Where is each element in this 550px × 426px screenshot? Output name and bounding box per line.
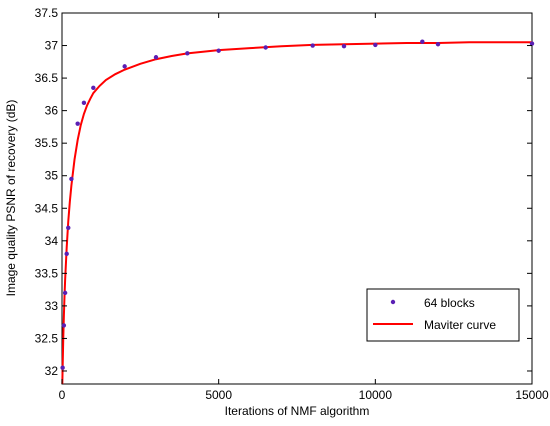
- data-point-64-blocks: [420, 39, 425, 44]
- data-point-64-blocks: [216, 48, 221, 53]
- data-point-64-blocks: [81, 100, 87, 106]
- y-tick-label: 37.5: [35, 6, 59, 20]
- x-tick-label: 15000: [515, 388, 549, 402]
- data-point-64-blocks: [69, 176, 74, 182]
- y-tick-label: 36.5: [35, 71, 59, 85]
- data-point-64-blocks: [75, 121, 80, 126]
- y-tick-label: 36: [45, 104, 59, 118]
- data-point-64-blocks: [263, 45, 268, 50]
- x-axis: 0 5000 10000 15000: [59, 13, 549, 402]
- series-layer: [60, 39, 535, 385]
- legend-label-maviter-curve: Maviter curve: [424, 318, 496, 332]
- y-tick-label: 35: [45, 169, 59, 183]
- x-tick-label: 0: [59, 388, 66, 402]
- data-point-64-blocks: [435, 42, 441, 47]
- y-tick-label: 34.5: [35, 201, 59, 215]
- y-axis: 32 32.5 33 33.5 34 34.5 35 35.5 36 36.5 37 37.5: [35, 6, 532, 378]
- data-point-64-blocks: [122, 64, 127, 69]
- data-point-64-blocks: [373, 42, 378, 48]
- data-point-64-blocks: [341, 43, 347, 49]
- x-tick-label: 10000: [359, 388, 393, 402]
- y-tick-label: 34: [45, 234, 59, 248]
- data-point-64-blocks: [185, 51, 190, 56]
- y-axis-label: Image quality PSNR of recovery (dB): [4, 100, 18, 297]
- legend-box: [366, 288, 520, 342]
- x-tick-label: 5000: [205, 388, 232, 402]
- data-point-64-blocks: [91, 85, 96, 91]
- data-point-64-blocks: [529, 41, 535, 46]
- y-tick-label: 33.5: [35, 266, 59, 280]
- data-point-64-blocks: [310, 43, 315, 48]
- data-point-64-blocks: [64, 251, 69, 257]
- y-tick-label: 35.5: [35, 136, 59, 150]
- legend-marker-64-blocks: [390, 299, 396, 305]
- legend: 64 blocks Maviter curve: [366, 288, 520, 342]
- data-point-64-blocks: [66, 225, 71, 230]
- y-tick-label: 37: [45, 39, 59, 53]
- data-point-64-blocks: [62, 290, 68, 296]
- y-tick-label: 32: [45, 364, 59, 378]
- x-axis-label: Iterations of NMF algorithm: [225, 404, 370, 418]
- data-point-64-blocks: [61, 323, 67, 328]
- y-tick-label: 33: [45, 299, 59, 313]
- data-point-64-blocks: [153, 55, 159, 60]
- data-point-64-blocks: [60, 365, 65, 370]
- legend-label-64-blocks: 64 blocks: [424, 296, 475, 310]
- y-tick-label: 32.5: [35, 331, 59, 345]
